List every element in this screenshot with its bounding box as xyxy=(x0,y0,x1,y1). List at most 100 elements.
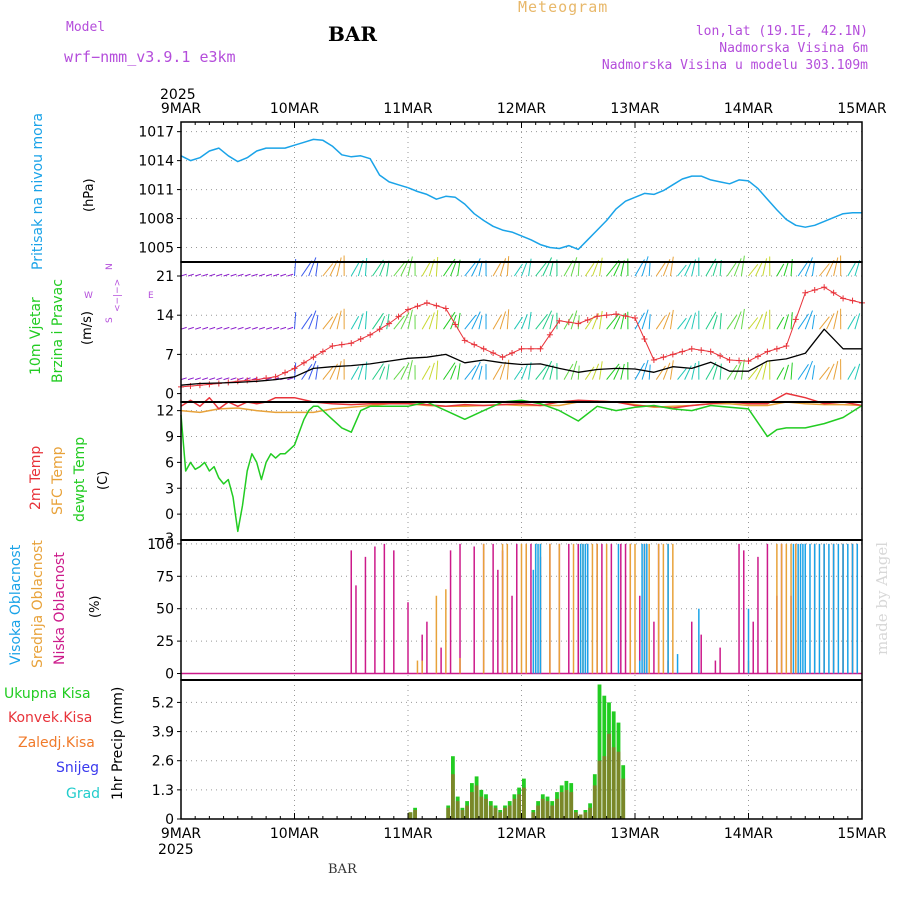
wind-barb xyxy=(648,260,651,277)
wind-barb xyxy=(216,326,223,330)
wind-barb xyxy=(535,313,548,330)
wind-barb xyxy=(202,273,209,277)
wind-barb xyxy=(329,313,338,330)
wind-barb xyxy=(386,260,390,277)
top-time-tick-label: 12MAR xyxy=(497,101,546,117)
wind-barb xyxy=(379,366,386,380)
wind-barb xyxy=(322,366,334,380)
wind-barb xyxy=(499,311,507,330)
precip-convective-bar xyxy=(493,807,498,819)
wind-barb xyxy=(691,312,696,330)
wind-barb xyxy=(301,313,313,330)
wind-barb xyxy=(669,256,674,277)
wind-barb xyxy=(549,261,554,277)
wind-barb xyxy=(719,313,722,330)
y-tick-label: 3.9 xyxy=(152,725,174,741)
precip-convective-bar xyxy=(531,812,536,819)
wind-barb xyxy=(535,364,548,380)
precip-convective-bar xyxy=(455,801,460,819)
svg-text:N: N xyxy=(105,263,115,270)
elevation-label: Nadmorska Visina 6m xyxy=(719,41,868,56)
bottom-time-tick-label: 11MAR xyxy=(383,826,432,842)
wind-barb xyxy=(641,309,649,330)
legend-rain-convective: Konvek.Kisa xyxy=(8,710,93,726)
wind-barb xyxy=(322,263,334,277)
wind-barb xyxy=(641,256,649,277)
precip-convective-bar xyxy=(474,785,479,819)
wind-barb xyxy=(492,364,503,380)
bottom-time-tick-label: 10MAR xyxy=(270,826,319,842)
wind-barb xyxy=(315,261,319,277)
wind-barb xyxy=(620,363,625,380)
wind-barb xyxy=(407,309,413,330)
wind-barb xyxy=(187,326,194,330)
wind-barb xyxy=(223,273,230,277)
wind-barb xyxy=(613,262,621,277)
wind-barb xyxy=(393,365,405,380)
wind-barb xyxy=(364,311,368,330)
precip-convective-bar xyxy=(621,778,626,819)
y-tick-label: 25 xyxy=(156,634,174,650)
wind-barb xyxy=(783,261,789,277)
wind-barb xyxy=(740,359,745,380)
wind-barb xyxy=(273,326,280,330)
wind-barb xyxy=(237,377,244,381)
wind-barb xyxy=(209,273,216,277)
wind-barb xyxy=(776,263,785,277)
wind-barb xyxy=(804,257,813,277)
precip-convective-bar xyxy=(484,798,488,819)
svg-text:W: W xyxy=(84,291,93,301)
y-tick-label: 1014 xyxy=(138,154,174,170)
product-title: Meteogram xyxy=(518,0,609,16)
precip-convective-bar xyxy=(578,814,583,819)
y-tick-label: 0 xyxy=(165,387,174,403)
wind-barb xyxy=(471,311,481,330)
y-tick-label: 6 xyxy=(165,455,174,471)
wind-barb xyxy=(258,273,265,277)
wind-barb xyxy=(762,311,768,330)
wind-barb xyxy=(755,314,764,330)
wind-barb xyxy=(336,257,342,277)
bottom-time-tick-label: 9MAR xyxy=(161,826,202,842)
wind-barb xyxy=(776,367,785,380)
y-tick-label: 1017 xyxy=(138,125,174,141)
top-time-tick-label: 11MAR xyxy=(383,101,432,117)
model-elevation-label: Nadmorska Visina u modelu 303.109m xyxy=(601,58,868,73)
y-tick-label: 5.2 xyxy=(152,695,174,711)
wind-barb xyxy=(577,261,580,277)
wind-barb xyxy=(847,366,856,380)
wind-barb xyxy=(591,363,600,380)
wind-barb xyxy=(223,377,230,381)
wind-barb xyxy=(450,365,457,380)
wind-barb xyxy=(350,262,360,277)
wind-barb xyxy=(804,310,813,330)
wind-barb xyxy=(684,314,692,330)
precip-convective-bar xyxy=(545,801,550,819)
precip-convective-bar xyxy=(536,805,540,819)
wind-barb xyxy=(733,311,742,330)
bottom-time-tick-label: 15MAR xyxy=(837,826,886,842)
wind-barb xyxy=(513,367,523,380)
wind-barb xyxy=(655,365,666,380)
precip-convective-bar xyxy=(408,812,413,819)
precip-convective-bar xyxy=(550,805,555,819)
precip-convective-bar xyxy=(465,805,469,819)
wind-barb xyxy=(195,377,202,381)
legend-rain-total: Ukupna Kisa xyxy=(4,686,91,702)
wind-barb xyxy=(677,317,687,330)
y-tick-label: 12 xyxy=(156,404,174,420)
wind-barb xyxy=(464,365,477,380)
bottom-time-tick-label: 14MAR xyxy=(724,826,773,842)
wind-barb xyxy=(535,260,548,277)
wind-barb xyxy=(705,362,717,380)
wind-barb xyxy=(584,366,595,380)
wind-barb xyxy=(811,314,815,330)
wind-barb xyxy=(364,257,368,277)
wind-barb xyxy=(421,315,431,330)
precip-convective-bar xyxy=(607,733,611,819)
y-tick-label: 9 xyxy=(165,430,174,446)
wind-barb xyxy=(570,360,578,380)
wind-barb xyxy=(570,257,578,277)
wind-barb xyxy=(400,362,410,380)
precip-convective-bar xyxy=(602,756,607,819)
